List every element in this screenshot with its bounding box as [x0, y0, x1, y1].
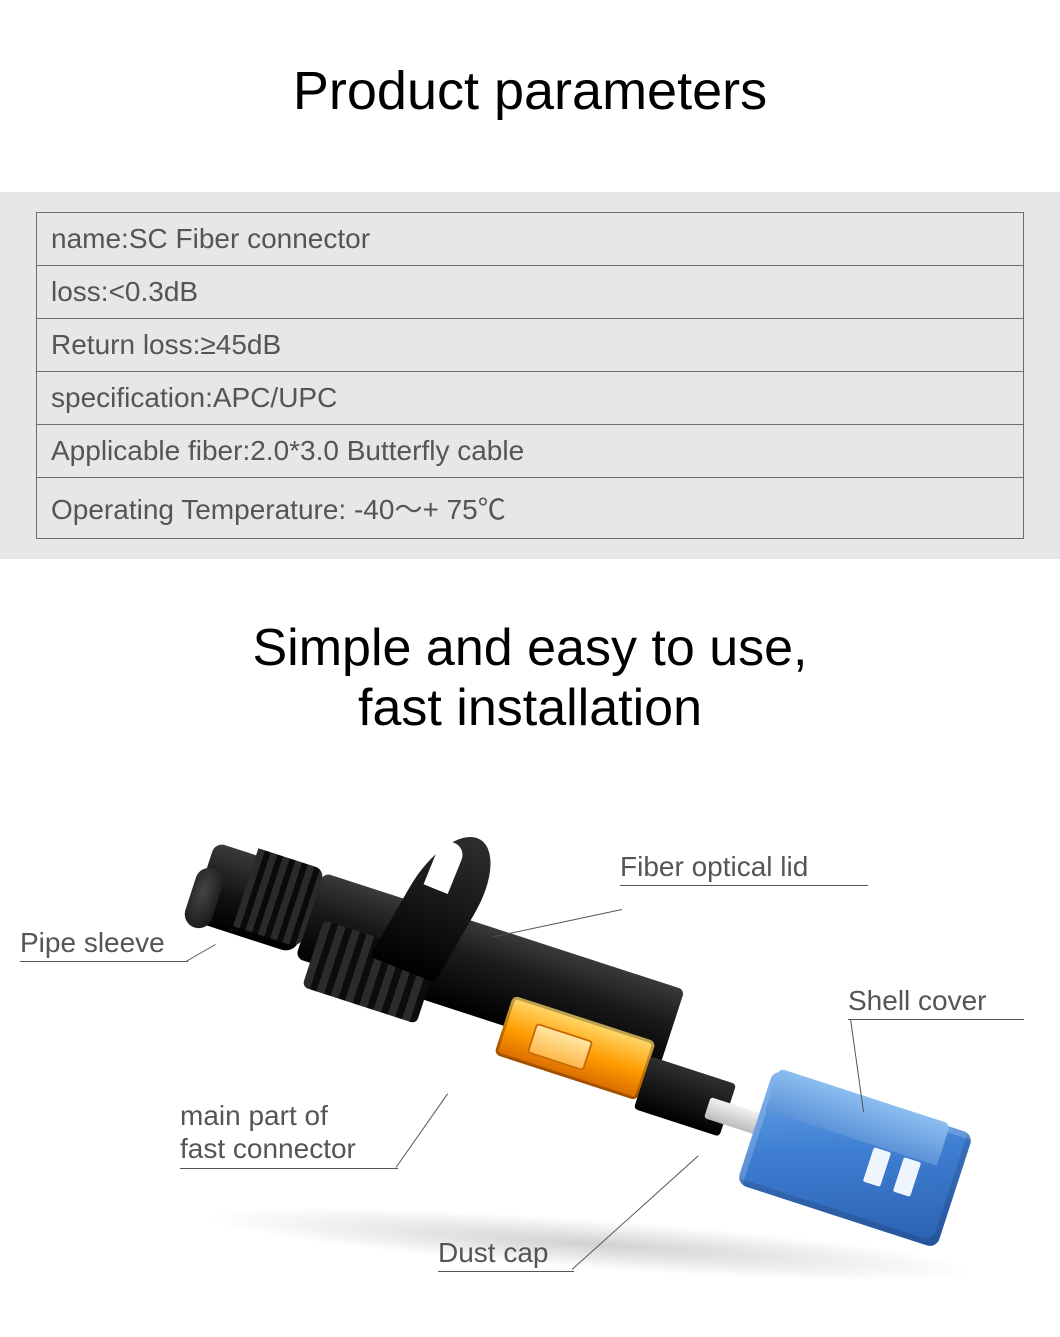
connector-diagram: Pipe sleeve Fiber optical lid Shell cove… — [0, 779, 1060, 1299]
param-row-loss: loss:<0.3dB — [37, 266, 1024, 319]
underline-shell-cover — [848, 1019, 1024, 1020]
underline-fiber-lid — [620, 885, 868, 886]
param-row-operating-temp: Operating Temperature: -40～+ 75℃ — [37, 478, 1024, 539]
label-main-part: main part of fast connector — [180, 1099, 420, 1169]
param-row-name: name:SC Fiber connector — [37, 213, 1024, 266]
underline-main-part — [180, 1168, 398, 1169]
lead-fiber-lid — [493, 909, 622, 937]
underline-pipe-sleeve — [20, 961, 188, 962]
label-fiber-lid-text: Fiber optical lid — [620, 851, 808, 882]
param-row-return-loss: Return loss:≥45dB — [37, 319, 1024, 372]
label-fiber-lid: Fiber optical lid — [620, 851, 880, 886]
title-simple-easy: Simple and easy to use, fast installatio… — [0, 619, 1060, 739]
label-main-part-l1: main part of — [180, 1100, 328, 1131]
param-row-applicable-fiber: Applicable fiber:2.0*3.0 Butterfly cable — [37, 425, 1024, 478]
label-pipe-sleeve-text: Pipe sleeve — [20, 927, 165, 958]
title-product-parameters: Product parameters — [0, 60, 1060, 122]
label-main-part-l2: fast connector — [180, 1133, 356, 1164]
params-table-container: name:SC Fiber connector loss:<0.3dB Retu… — [0, 192, 1060, 559]
label-dust-cap-text: Dust cap — [438, 1237, 549, 1268]
label-shell-cover-text: Shell cover — [848, 985, 987, 1016]
param-row-specification: specification:APC/UPC — [37, 372, 1024, 425]
params-table: name:SC Fiber connector loss:<0.3dB Retu… — [36, 212, 1024, 539]
title-second-line2: fast installation — [358, 679, 702, 737]
label-pipe-sleeve: Pipe sleeve — [20, 927, 200, 962]
underline-dust-cap — [438, 1271, 574, 1272]
label-shell-cover: Shell cover — [848, 985, 1048, 1020]
tail-black-shape — [634, 1056, 737, 1136]
title-second-line1: Simple and easy to use, — [253, 619, 808, 677]
